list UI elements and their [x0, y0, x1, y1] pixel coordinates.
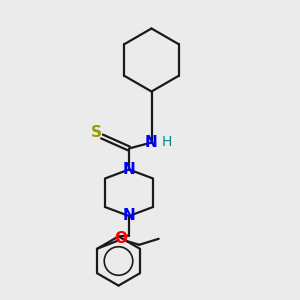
Text: H: H — [162, 136, 172, 149]
Text: N: N — [145, 135, 158, 150]
Text: S: S — [91, 125, 102, 140]
Text: O: O — [114, 231, 127, 246]
Text: N: N — [123, 162, 135, 177]
Text: N: N — [123, 208, 135, 224]
